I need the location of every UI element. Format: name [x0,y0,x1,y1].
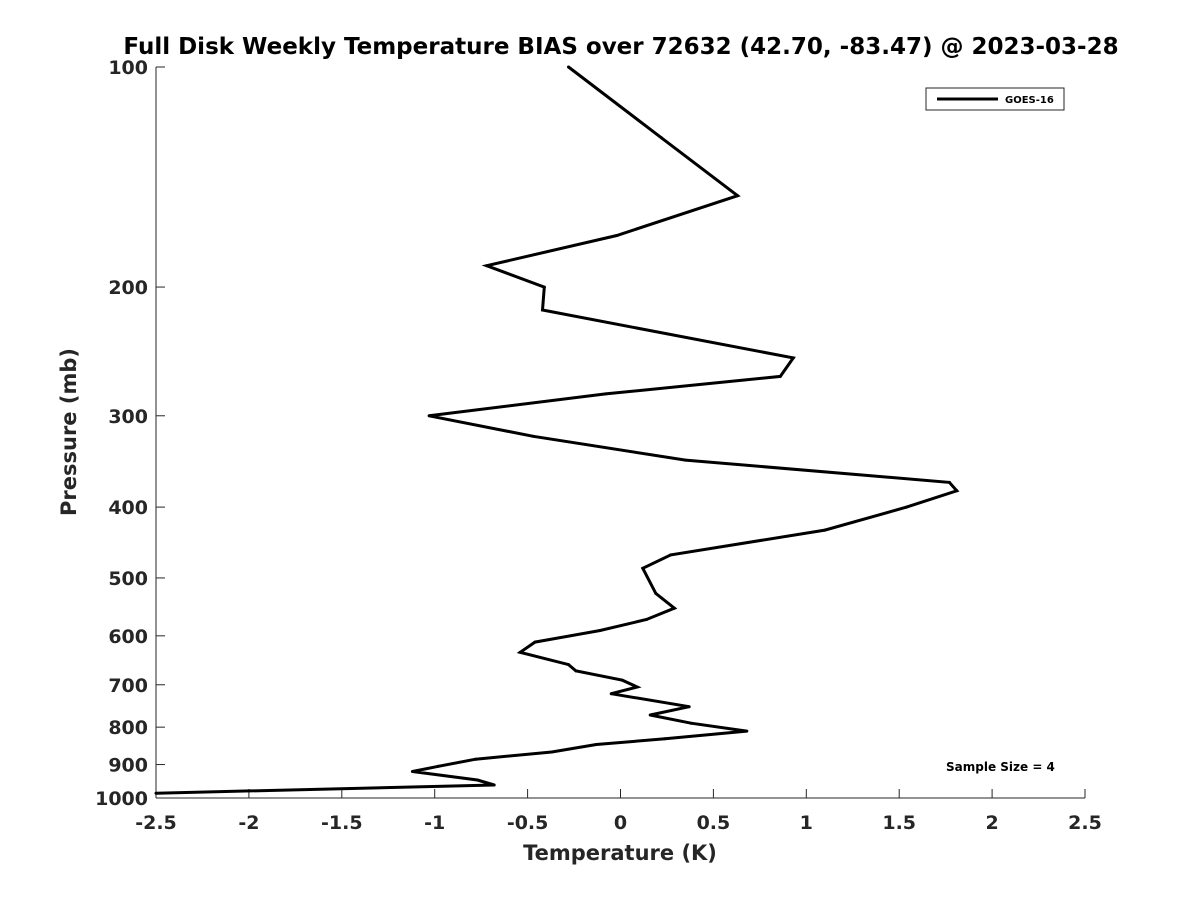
y-tick-label: 400 [108,497,148,519]
data-point [598,629,602,632]
data-point [745,729,749,733]
data-point [620,678,624,682]
data-point [567,65,570,69]
x-tick-label: 1 [800,812,813,834]
data-point [635,685,639,689]
y-tick-label: 700 [108,675,148,697]
x-tick-label: 2.5 [1068,812,1102,834]
data-point [474,757,478,761]
data-point [427,414,431,418]
data-point [609,692,613,696]
data-point [947,480,951,484]
data-point [641,566,645,570]
data-point [550,750,554,754]
y-axis-label: Pressure (mb) [57,348,81,516]
y-tick-label: 800 [108,717,148,739]
y-tick-label: 200 [108,277,148,299]
data-point [410,770,414,773]
y-tick-label: 900 [108,755,148,777]
y-axis-ticks: 100 200 300 400 500 600 700 800 900 1000 [95,57,165,810]
data-point [541,308,544,312]
y-tick-label: 1000 [95,788,148,810]
data-point [574,669,578,673]
x-tick-label: 1.5 [882,812,916,834]
data-point [905,505,909,509]
data-point [604,392,608,396]
x-tick-label: 0.5 [697,812,731,834]
data-point [663,737,667,741]
y-tick-label: 300 [108,406,148,428]
data-point [684,458,687,462]
x-tick-label: -0.5 [507,812,549,834]
data-point [533,640,537,644]
data-point [736,194,740,198]
data-point [485,264,489,268]
data-point [492,783,496,787]
data-point [542,285,546,289]
x-tick-label: -2 [238,812,259,834]
data-point [778,374,782,378]
legend: GOES-16 [925,87,1065,111]
data-point [672,606,676,610]
data-point [955,489,959,493]
data-point [594,743,598,746]
y-tick-label: 500 [108,568,148,590]
data-point [823,528,827,532]
x-tick-label: -2.5 [135,812,177,834]
data-point [531,434,535,438]
legend-label: GOES-16 [1005,95,1054,106]
goes16-series-points [154,65,959,795]
data-point [687,705,691,709]
data-point [615,234,619,237]
y-tick-label: 100 [108,57,148,79]
data-point [436,764,440,768]
x-tick-label: 0 [614,812,627,834]
x-axis-label: Temperature (K) [523,841,717,865]
data-point [659,136,663,140]
x-tick-label: 2 [985,812,998,834]
sample-size-annotation: Sample Size = 4 [946,760,1055,774]
x-tick-label: -1.5 [321,812,363,834]
data-point [791,356,795,360]
data-point [154,791,158,795]
x-tick-label: -1 [424,812,445,834]
data-point [475,778,479,782]
data-point [567,663,570,667]
chart-title: Full Disk Weekly Temperature BIAS over 7… [123,34,1118,60]
data-point [689,721,693,725]
data-point [669,553,673,557]
data-point [645,618,648,621]
data-point [518,650,522,654]
data-point [654,591,658,595]
data-point [648,713,652,717]
y-tick-label: 600 [108,626,148,648]
x-axis-ticks: -2.5 -2 -1.5 -1 -0.5 0 0.5 1 1.5 2 2.5 [135,789,1102,834]
